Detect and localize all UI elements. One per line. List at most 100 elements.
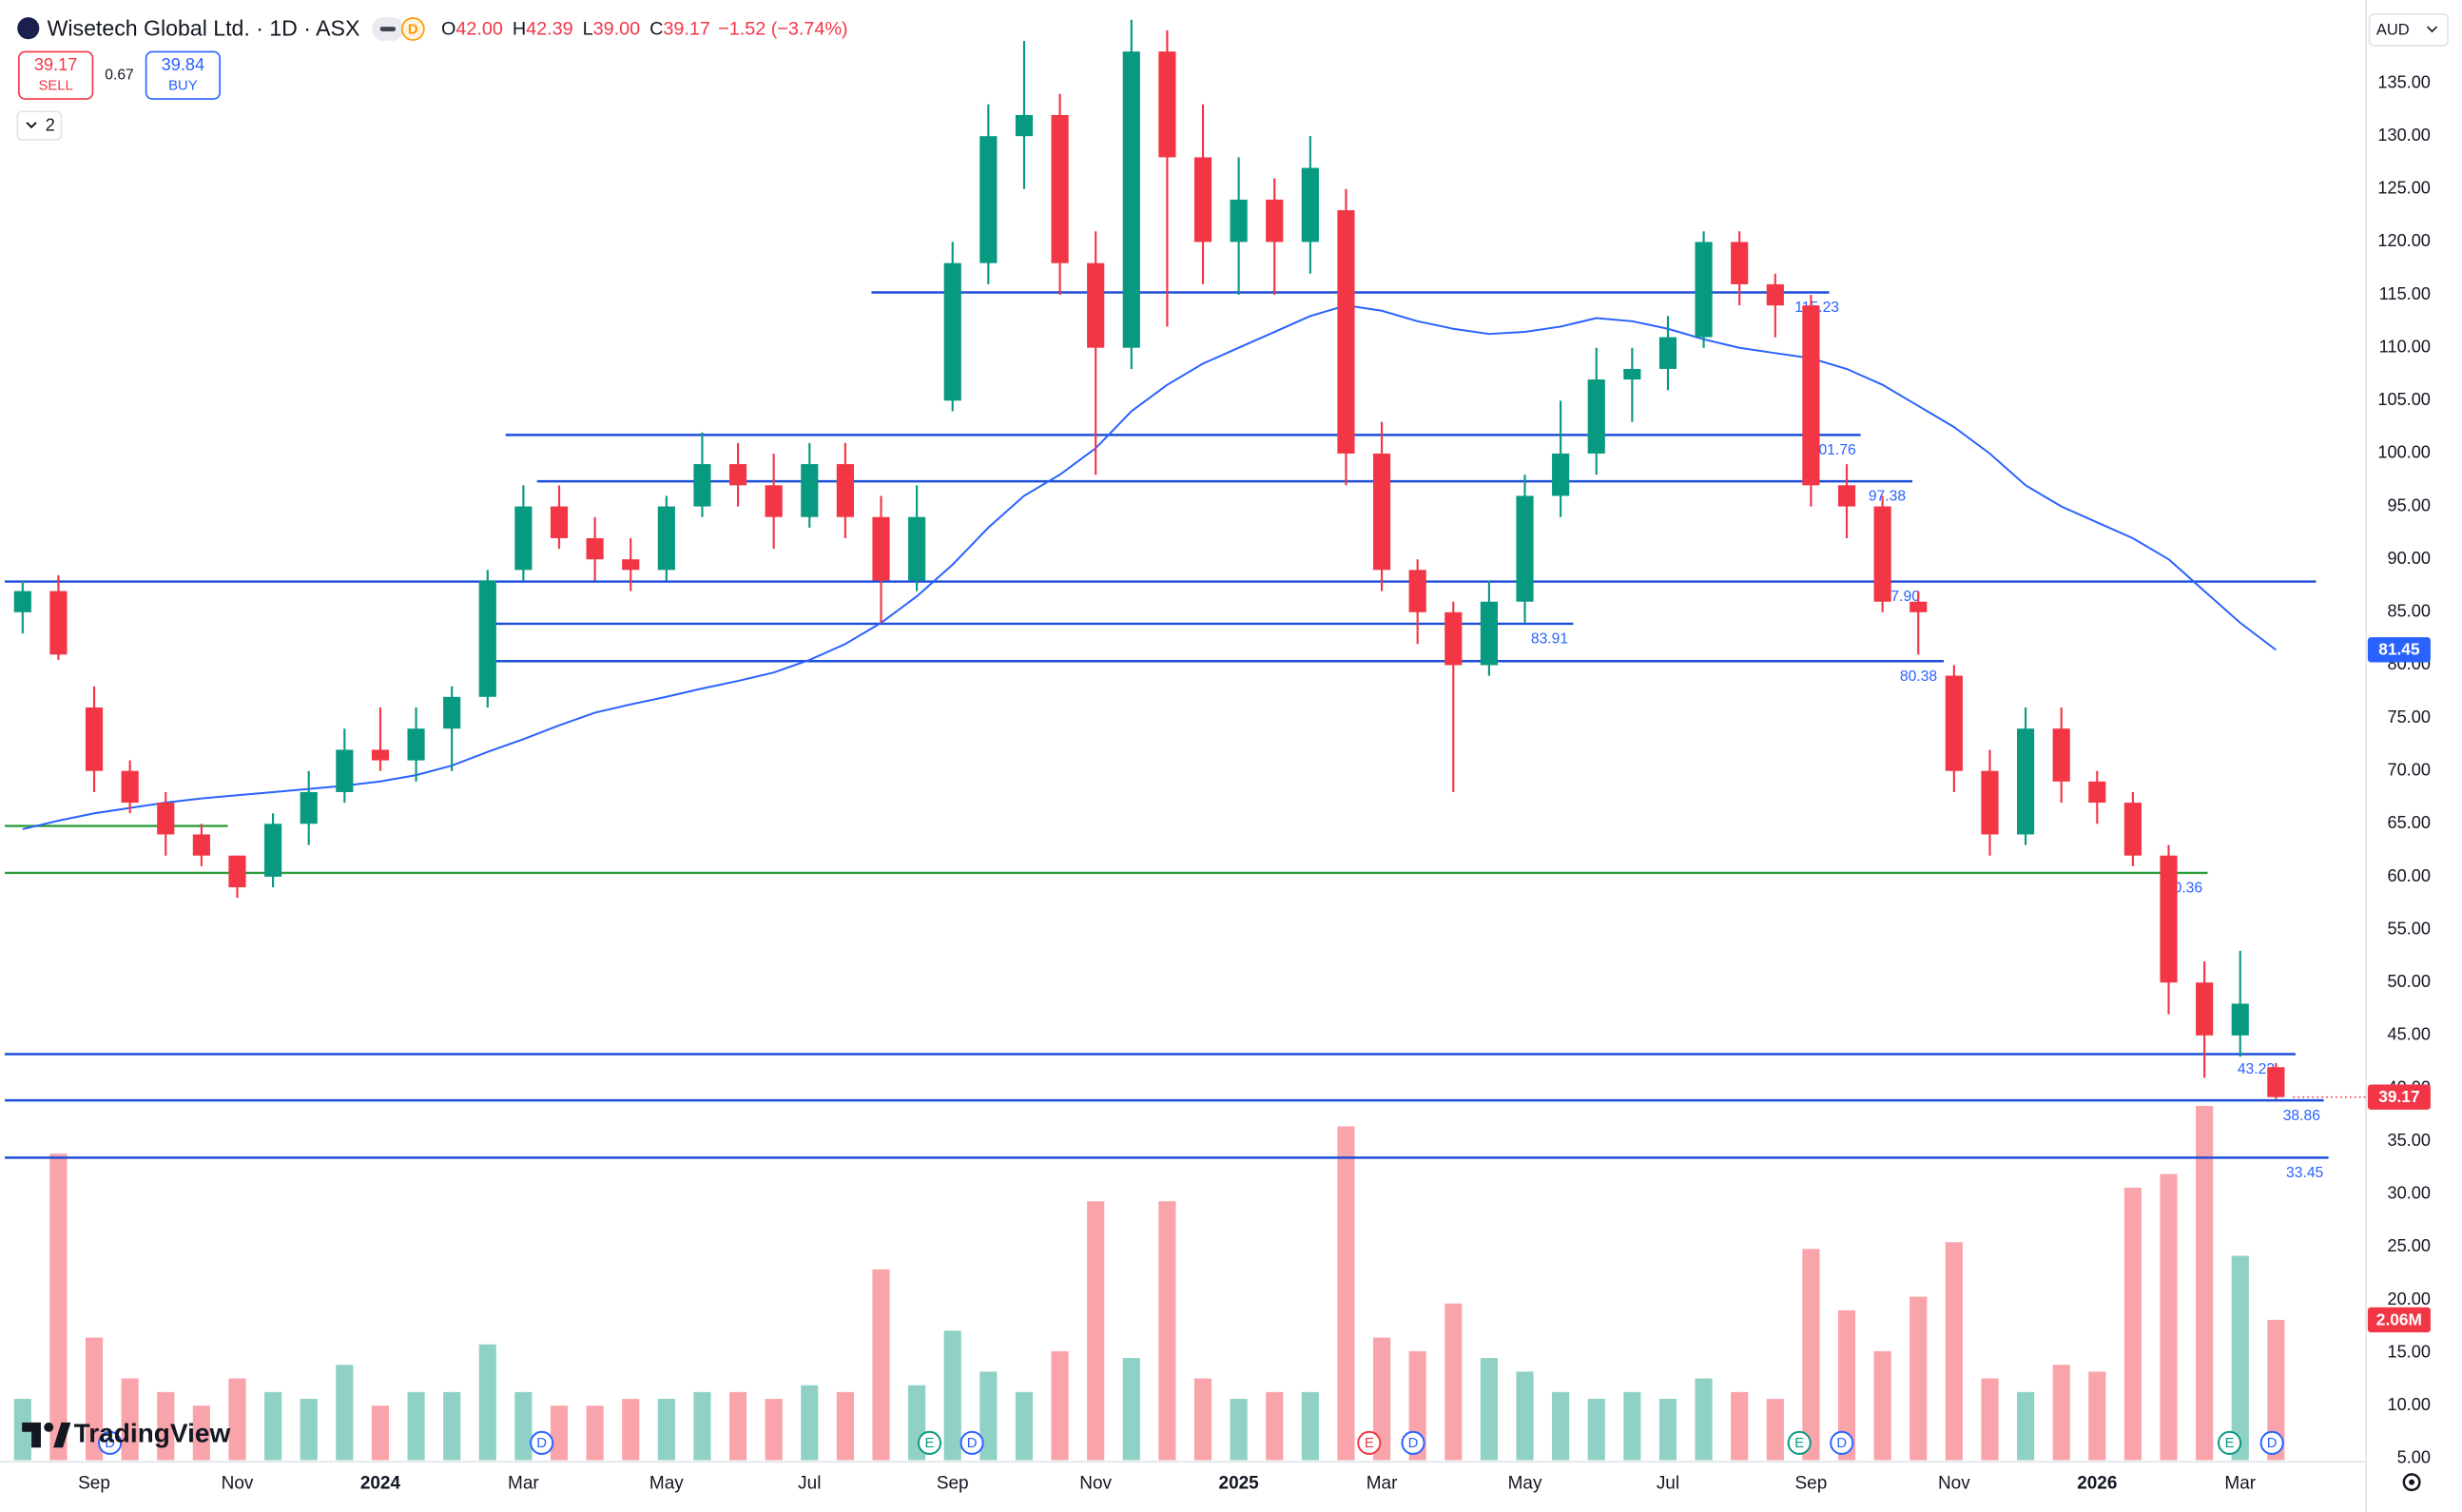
header: Wisetech Global Ltd. · 1D · ASX D O42.00…	[17, 15, 848, 41]
candle-body	[765, 485, 783, 517]
volume-bar	[121, 1378, 139, 1461]
volume-bar	[85, 1337, 104, 1461]
candle-body	[728, 464, 747, 486]
volume-bar	[2017, 1391, 2035, 1461]
volume-bar	[443, 1391, 461, 1461]
candle-body	[300, 791, 318, 824]
event-marker[interactable]	[1401, 1430, 1425, 1455]
moving-average	[22, 304, 2277, 830]
event-marker[interactable]	[530, 1430, 554, 1455]
y-tick-label: 100.00	[2377, 443, 2431, 462]
x-tick-label: Mar	[1367, 1473, 1398, 1493]
candle-body	[622, 559, 640, 571]
volume-bar	[336, 1365, 354, 1461]
logo-dot	[44, 1422, 54, 1432]
volume-bar	[1266, 1391, 1284, 1461]
volume-bar	[1051, 1350, 1069, 1461]
event-marker[interactable]	[2218, 1430, 2242, 1455]
event-marker[interactable]	[1357, 1430, 1382, 1455]
buy-label: BUY	[168, 79, 198, 94]
volume-bar	[979, 1371, 998, 1461]
candle-body	[801, 464, 819, 517]
candle-body	[407, 728, 425, 761]
candle-body	[13, 591, 31, 612]
volume-bar	[1731, 1391, 1749, 1461]
volume-bar	[407, 1391, 425, 1461]
event-label: E	[1794, 1436, 1804, 1451]
volume-badge: 2.06M	[2376, 1309, 2422, 1328]
x-tick-label: May	[649, 1473, 684, 1493]
volume-bar	[1230, 1399, 1248, 1461]
candle-body	[443, 696, 461, 729]
candle-body	[1230, 199, 1248, 242]
y-tick-label: 55.00	[2387, 919, 2430, 938]
candle-body	[1158, 51, 1176, 158]
currency-button[interactable]	[2368, 13, 2449, 47]
currency-label: AUD	[2376, 22, 2410, 39]
volume-bar	[1516, 1371, 1534, 1461]
y-tick-label: 85.00	[2387, 602, 2430, 621]
event-label: E	[2225, 1436, 2235, 1451]
volume-bar	[1695, 1378, 1713, 1461]
volume-bar	[2196, 1105, 2214, 1461]
event-marker[interactable]	[960, 1430, 984, 1455]
settings-button[interactable]	[2402, 1473, 2421, 1492]
candle-body	[908, 516, 926, 581]
ohlc-values: O42.00 H42.39 L39.00 C39.17 −1.52 (−3.74%)	[441, 19, 848, 40]
candle-body	[157, 803, 175, 835]
event-label: D	[536, 1436, 547, 1451]
x-tick-label: Jul	[798, 1473, 821, 1493]
x-tick-label: Sep	[937, 1473, 969, 1493]
x-tick-label: 2026	[2077, 1473, 2117, 1493]
buy-button[interactable]	[145, 50, 222, 100]
candle-body	[2196, 982, 2214, 1036]
event-marker[interactable]	[2259, 1430, 2284, 1455]
sell-button[interactable]	[18, 50, 94, 100]
event-marker[interactable]	[1787, 1430, 1812, 1455]
data-badge-label: D	[408, 22, 418, 37]
event-marker[interactable]	[98, 1430, 123, 1455]
y-tick-label: 10.00	[2387, 1395, 2430, 1414]
candle-body	[1015, 114, 1034, 137]
candle-body	[586, 537, 604, 560]
event-label: E	[1365, 1436, 1374, 1451]
candle-body	[1658, 337, 1677, 369]
candle-body	[1981, 770, 1999, 835]
candle-body	[2088, 781, 2106, 804]
volume-bar	[1802, 1249, 1820, 1461]
logo-mark	[22, 1422, 41, 1448]
volume-bar	[478, 1344, 496, 1461]
trade-panel: 39.17 SELL 0.67 39.84 BUY 2	[16, 50, 222, 141]
ma-badge: 81.45	[2378, 640, 2420, 659]
level-label: 83.91	[1531, 631, 1568, 648]
candle-body	[2123, 803, 2142, 856]
candle-body	[1910, 601, 1928, 612]
logo-text: TradingView	[74, 1419, 231, 1448]
volume-bar	[1193, 1378, 1212, 1461]
logo-slash	[53, 1422, 71, 1448]
ohlc-key: L	[583, 19, 593, 40]
candle-body	[228, 855, 246, 888]
candle-body	[1837, 485, 1856, 507]
volume-bar	[1658, 1399, 1677, 1461]
volume-bar	[550, 1405, 569, 1461]
volume-bar	[1158, 1201, 1176, 1461]
level-label: 80.38	[1900, 669, 1938, 685]
indicators-toggle[interactable]	[16, 110, 63, 141]
candle-body	[1051, 114, 1069, 263]
candle-body	[1802, 305, 1820, 486]
x-tick-label: Nov	[222, 1473, 254, 1493]
volume-bar	[300, 1399, 318, 1461]
candle-body	[550, 506, 569, 538]
event-marker[interactable]	[917, 1430, 942, 1455]
level-label: 101.76	[1811, 442, 1856, 458]
ohlc-key: C	[649, 19, 663, 40]
x-tick-label: Mar	[2224, 1473, 2256, 1493]
ohlc-value: 39.17	[663, 19, 710, 40]
y-tick-label: 25.00	[2387, 1236, 2430, 1255]
y-tick-label: 95.00	[2387, 495, 2430, 514]
event-marker[interactable]	[1830, 1430, 1854, 1455]
volume-bar	[1087, 1201, 1105, 1461]
volume-bar	[1873, 1350, 1891, 1461]
candle-body	[514, 506, 533, 571]
